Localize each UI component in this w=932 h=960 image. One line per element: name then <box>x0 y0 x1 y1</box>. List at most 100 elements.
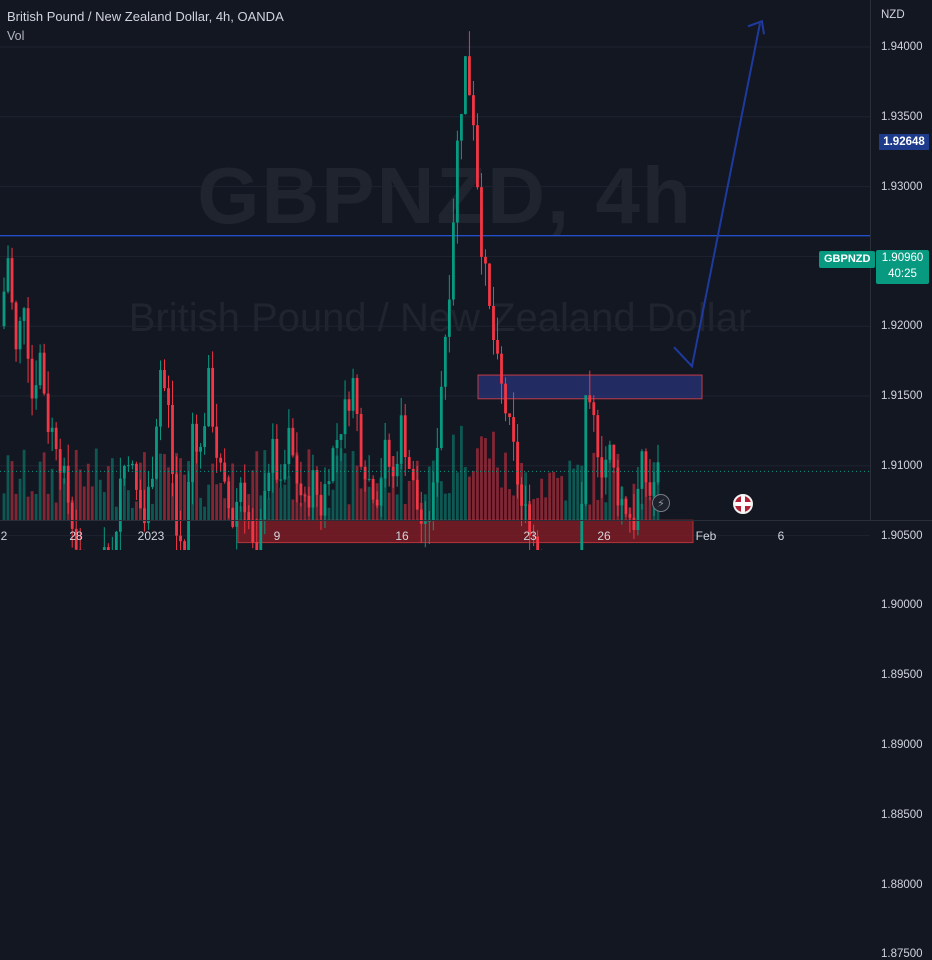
price-tick-label: 1.89000 <box>881 739 923 751</box>
volume-bar <box>23 450 26 520</box>
volume-bar <box>484 438 487 520</box>
volume-bar <box>127 490 130 520</box>
volume-bar <box>532 499 535 520</box>
volume-bar <box>380 477 383 520</box>
legend-title[interactable]: British Pound / New Zealand Dollar, 4h, … <box>7 9 284 24</box>
volume-bar <box>388 493 391 520</box>
volume-bar <box>592 453 595 520</box>
volume-bar <box>308 449 311 520</box>
candle-body <box>151 479 154 487</box>
volume-bar <box>300 503 303 520</box>
candle-body <box>336 440 339 448</box>
volume-bar <box>275 465 278 520</box>
volume-bar <box>135 501 138 520</box>
volume-bar <box>239 506 242 520</box>
volume-bar <box>231 464 234 520</box>
candle-body <box>287 428 290 464</box>
volume-bar <box>332 490 335 520</box>
volume-bar <box>39 462 42 520</box>
volume-bar <box>364 476 367 520</box>
price-tick-label: 1.91000 <box>881 460 923 472</box>
candle-body <box>291 428 294 456</box>
time-tick-label: 6 <box>778 529 785 543</box>
candle-body <box>388 440 391 467</box>
volume-bar <box>295 453 298 520</box>
candle-body <box>27 308 30 359</box>
volume-bar <box>440 481 443 520</box>
price-tick-label: 1.92000 <box>881 320 923 332</box>
volume-bar <box>584 470 587 520</box>
candle-body <box>400 415 403 464</box>
candle-body <box>215 427 218 458</box>
volume-bar <box>267 498 270 520</box>
volume-bar <box>448 493 451 520</box>
volume-bar <box>11 461 14 520</box>
volume-bar <box>63 478 66 520</box>
candle-body <box>279 480 282 481</box>
volume-bar <box>572 469 575 520</box>
candle-body <box>19 321 22 349</box>
volume-bar <box>456 472 459 520</box>
volume-bar <box>151 504 154 520</box>
volume-bar <box>316 489 319 520</box>
volume-bar <box>219 483 222 520</box>
volume-label[interactable]: Vol <box>7 29 24 43</box>
chart-area[interactable]: GBPNZD, 4h British Pound / New Zealand D… <box>0 0 932 550</box>
candle-body <box>135 464 138 490</box>
volume-bar <box>452 435 455 520</box>
volume-bar <box>143 452 146 520</box>
volume-bar <box>472 471 475 520</box>
price-tick-label: 1.91500 <box>881 390 923 402</box>
candle-body <box>123 466 126 479</box>
price-tick-label: 1.93000 <box>881 181 923 193</box>
volume-bar <box>428 467 431 520</box>
volume-bar <box>560 476 563 520</box>
volume-bar <box>211 464 214 520</box>
candle-body <box>504 384 507 414</box>
time-tick-label: Feb <box>696 529 717 543</box>
volume-bar <box>328 508 331 520</box>
volume-bar <box>31 491 34 520</box>
candle-body <box>163 370 166 388</box>
volume-bar <box>564 501 567 520</box>
candle-body <box>340 434 343 440</box>
volume-bar <box>320 495 323 520</box>
candle-body <box>348 399 351 411</box>
volume-bar <box>492 432 495 520</box>
candle-body <box>476 125 479 187</box>
uk-flag-icon[interactable] <box>733 494 753 514</box>
candle-body <box>207 368 210 426</box>
candle-body <box>312 470 315 507</box>
volume-bar <box>416 461 419 520</box>
volume-bar <box>528 501 531 520</box>
volume-bar <box>255 451 258 520</box>
price-tick-label: 1.93500 <box>881 111 923 123</box>
volume-bar <box>480 436 483 520</box>
volume-bar <box>259 495 262 520</box>
volume-bar <box>87 464 90 520</box>
candle-body <box>328 481 331 484</box>
candle-body <box>464 56 467 114</box>
arrow-head <box>748 21 764 34</box>
volume-bar <box>404 504 407 520</box>
volume-bar <box>304 493 307 520</box>
volume-bar <box>464 467 467 520</box>
candle-body <box>39 353 42 386</box>
volume-bar <box>504 453 507 520</box>
lightning-icon[interactable]: ⚡ <box>652 494 670 512</box>
volume-bar <box>95 449 98 520</box>
volume-bar <box>243 506 246 520</box>
candle-body <box>344 399 347 434</box>
volume-bar <box>155 472 158 520</box>
volume-bar <box>356 466 359 520</box>
volume-bar <box>645 469 648 520</box>
level-price-tag: 1.92648 <box>879 134 929 150</box>
candle-body <box>7 258 10 291</box>
volume-bar <box>488 458 491 520</box>
candle-body <box>55 428 58 449</box>
time-tick-label: 9 <box>274 529 281 543</box>
volume-bar <box>59 469 62 520</box>
volume-bar <box>67 482 70 520</box>
time-tick-label: 2023 <box>138 529 165 543</box>
candlestick-chart[interactable] <box>0 0 932 550</box>
